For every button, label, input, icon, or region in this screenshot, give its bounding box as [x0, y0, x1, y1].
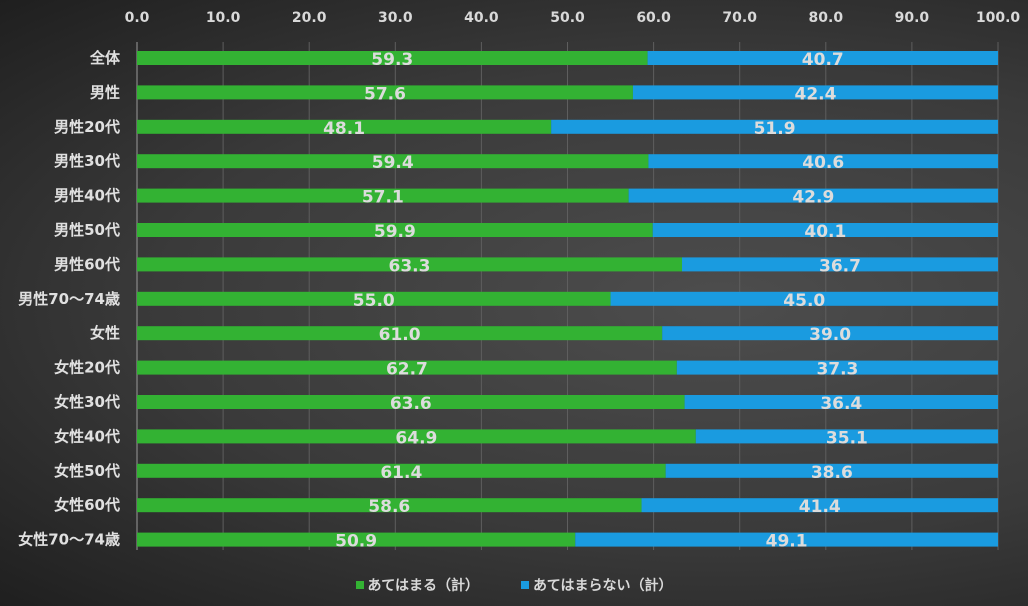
x-tick-label: 50.0	[550, 10, 585, 26]
category-label: 女性60代	[54, 496, 120, 514]
bar-agree	[137, 85, 633, 100]
bar-agree	[137, 188, 629, 203]
bar-agree	[137, 223, 653, 237]
x-tick-label: 40.0	[464, 10, 499, 26]
data-label: 38.6	[811, 463, 853, 483]
x-tick-label: 90.0	[895, 10, 930, 26]
legend-item-agree: あてはまる（計）	[355, 575, 479, 595]
data-label: 40.1	[804, 222, 846, 242]
bar-disagree	[628, 188, 998, 203]
data-label: 35.1	[826, 428, 868, 448]
data-label: 63.6	[390, 394, 432, 414]
data-label: 40.6	[802, 153, 844, 173]
bar-agree	[137, 154, 649, 169]
bar-disagree	[632, 85, 998, 100]
category-label: 女性40代	[54, 427, 120, 445]
bar-agree	[137, 51, 648, 65]
data-label: 61.0	[379, 325, 421, 345]
data-label: 61.4	[380, 463, 422, 483]
data-label: 57.1	[362, 188, 404, 208]
x-tick-label: 20.0	[292, 10, 327, 26]
legend-label-disagree: あてはまらない（計）	[533, 578, 673, 594]
x-tick-label: 60.0	[636, 10, 671, 26]
bar-disagree	[695, 429, 998, 444]
bar-disagree	[641, 498, 998, 513]
bar-disagree	[652, 223, 998, 237]
data-label: 49.1	[766, 532, 808, 552]
data-label: 41.4	[799, 497, 841, 517]
data-label: 42.9	[792, 188, 834, 208]
legend-label-agree: あてはまる（計）	[367, 578, 479, 594]
category-label: 男性30代	[54, 152, 120, 170]
bar-agree	[137, 119, 552, 134]
bar-disagree	[665, 463, 998, 478]
bar-disagree	[682, 257, 998, 272]
bar-agree	[137, 360, 677, 375]
data-label: 50.9	[335, 532, 377, 552]
bar-disagree	[684, 395, 998, 409]
bar-agree	[137, 291, 611, 306]
category-label: 男性70～74歳	[18, 290, 120, 308]
data-label: 36.4	[820, 394, 862, 414]
category-label: 男性20代	[54, 118, 120, 136]
category-label: 男性60代	[54, 255, 120, 273]
data-label: 59.9	[374, 222, 416, 242]
bar-agree	[137, 532, 576, 547]
category-label: 全体	[89, 49, 121, 67]
x-tick-label: 10.0	[206, 10, 241, 26]
x-tick-label: 0.0	[125, 10, 150, 26]
data-label: 45.0	[783, 291, 825, 311]
data-label: 58.6	[368, 497, 410, 517]
data-label: 39.0	[809, 325, 851, 345]
data-label: 55.0	[353, 291, 395, 311]
data-label: 36.7	[819, 256, 861, 276]
bar-agree	[137, 429, 696, 444]
bar-disagree	[551, 119, 998, 134]
category-label: 女性50代	[54, 462, 120, 480]
bar-agree	[137, 463, 666, 478]
category-label: 女性	[90, 324, 120, 342]
legend-item-disagree: あてはまらない（計）	[521, 575, 672, 595]
bar-disagree	[575, 532, 998, 547]
data-label: 59.3	[371, 50, 413, 70]
category-label: 女性30代	[54, 393, 120, 411]
x-tick-label: 30.0	[378, 10, 413, 26]
data-label: 59.4	[372, 153, 414, 173]
legend-swatch-disagree	[521, 581, 529, 589]
category-label: 男性50代	[54, 221, 120, 239]
category-label: 女性20代	[54, 359, 120, 377]
x-tick-label: 100.0	[976, 10, 1021, 26]
x-tick-label: 80.0	[809, 10, 844, 26]
data-label: 62.7	[386, 360, 428, 380]
data-label: 37.3	[816, 360, 858, 380]
bar-disagree	[662, 326, 998, 341]
bar-agree	[137, 257, 683, 272]
bar-agree	[137, 498, 642, 513]
bar-agree	[137, 326, 663, 341]
data-label: 51.9	[754, 119, 796, 139]
data-label: 48.1	[323, 119, 365, 139]
data-label: 63.3	[389, 256, 431, 276]
x-tick-label: 70.0	[722, 10, 757, 26]
category-label: 男性	[90, 83, 120, 101]
bar-disagree	[676, 360, 998, 375]
data-label: 57.6	[364, 84, 406, 104]
data-label: 42.4	[794, 84, 836, 104]
bar-agree	[137, 395, 685, 409]
data-label: 40.7	[802, 50, 844, 70]
legend: あてはまる（計） あてはまらない（計）	[0, 575, 1028, 595]
bar-disagree	[647, 51, 998, 65]
category-label: 女性70～74歳	[18, 531, 120, 549]
data-label: 64.9	[395, 428, 437, 448]
legend-swatch-agree	[355, 581, 364, 589]
category-label: 男性40代	[54, 187, 120, 205]
bar-disagree	[610, 291, 998, 306]
bar-disagree	[648, 154, 998, 169]
